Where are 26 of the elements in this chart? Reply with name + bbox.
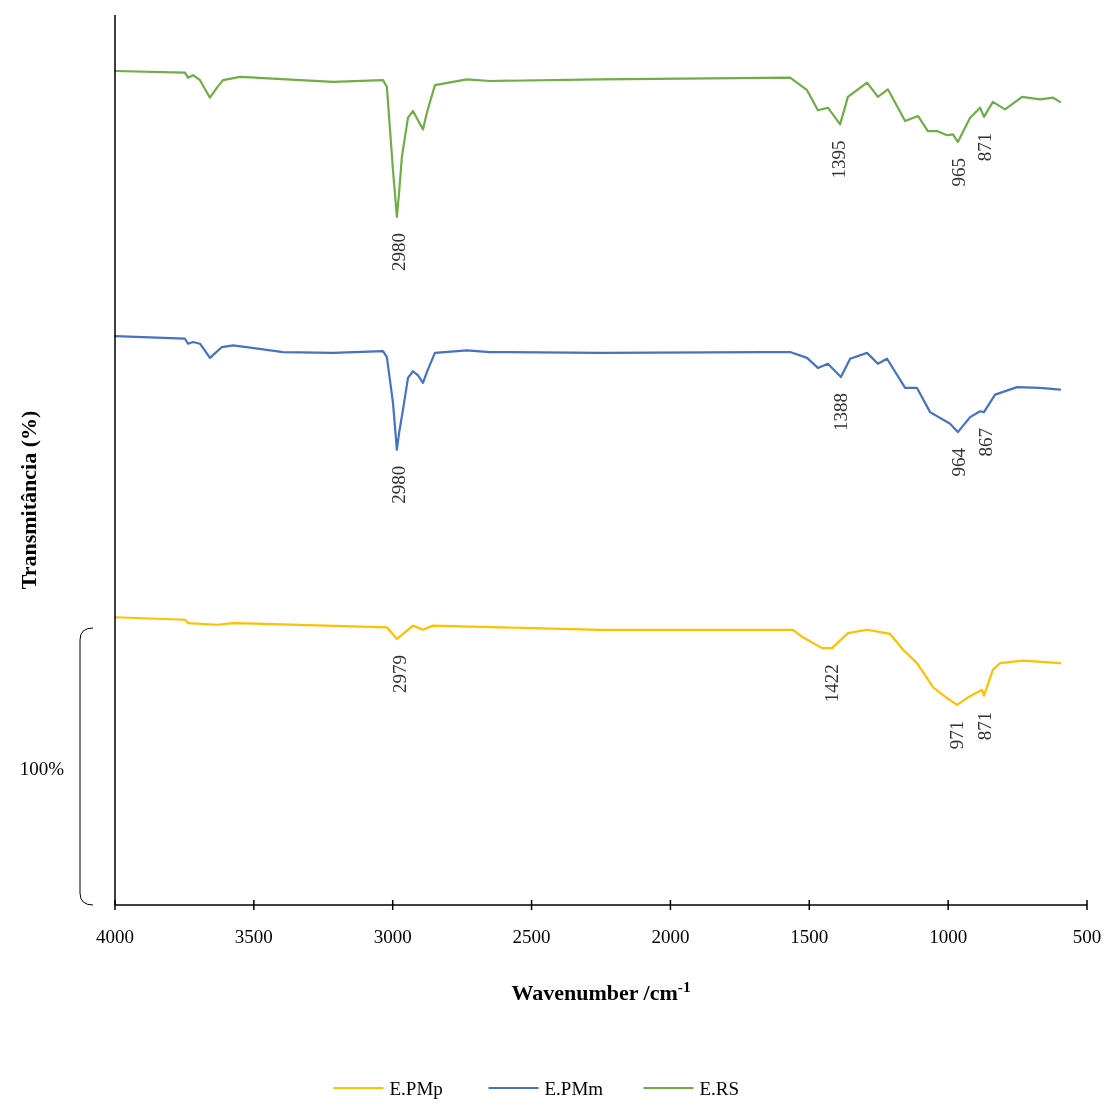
x-tick-label: 4000	[96, 926, 134, 947]
annotation: 2980	[388, 465, 410, 504]
y-axis-title: Transmitância (%)	[16, 410, 41, 590]
annotation: 2979	[388, 654, 410, 693]
x-tick-label: 2500	[512, 926, 551, 947]
annotation: 1395	[828, 140, 850, 179]
annotation: 971	[946, 720, 968, 750]
annotation: 1422	[820, 664, 842, 703]
legend-label: E.PMp	[389, 1078, 443, 1099]
x-tick-label: 3000	[373, 926, 412, 947]
x-tick-label: 500	[1072, 926, 1102, 947]
text: 100%	[19, 758, 65, 779]
annotation: 1388	[830, 393, 852, 432]
legend-label: E.RS	[699, 1078, 740, 1099]
legend-label: E.PMm	[544, 1078, 604, 1099]
annotation: 871	[973, 132, 995, 162]
annotation: 965	[947, 157, 969, 187]
x-tick-label: 1000	[929, 926, 968, 947]
x-tick-label: 1500	[790, 926, 829, 947]
annotation: 871	[973, 711, 995, 741]
annotation: 2980	[388, 232, 410, 271]
x-tick-label: 2000	[651, 926, 690, 947]
annotation: 964	[948, 447, 970, 477]
x-tick-label: 3500	[234, 926, 273, 947]
annotation: 867	[975, 428, 997, 457]
x-axis-title: Wavenumber /cm$^{-1}$	[511, 977, 691, 1005]
